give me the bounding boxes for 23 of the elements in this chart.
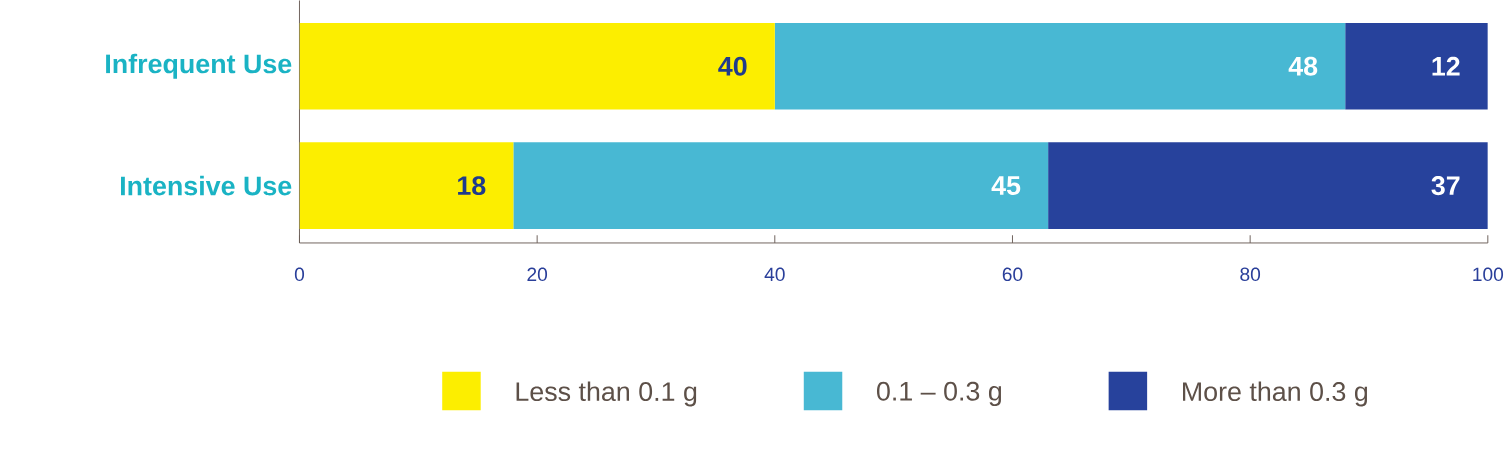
x-tick-label: 60 <box>1002 267 1023 282</box>
x-tick-label: 0 <box>294 267 305 282</box>
data-label: 48 <box>1288 56 1318 76</box>
x-tick-label: 100 <box>1473 267 1504 282</box>
legend-label: 0.1 – 0.3 g <box>877 381 1002 407</box>
x-tick-label: 80 <box>1240 267 1261 282</box>
legend-label: More than 0.3 g <box>1183 381 1368 407</box>
bar <box>1345 22 1488 110</box>
bar <box>774 22 1346 110</box>
data-label: 37 <box>1431 176 1460 196</box>
bar <box>299 22 775 110</box>
bar <box>1048 142 1488 230</box>
bar <box>299 142 514 230</box>
y-tick-label: Intensive Use <box>120 175 292 196</box>
data-label: 45 <box>991 176 1021 196</box>
x-tick-label: 40 <box>764 267 785 282</box>
bar <box>513 142 1049 230</box>
data-label: 40 <box>718 56 747 76</box>
y-tick-label: Infrequent Use <box>106 53 292 79</box>
data-label: 18 <box>458 176 486 196</box>
x-tick-label: 20 <box>527 267 548 282</box>
legend-label: Less than 0.1 g <box>516 381 697 407</box>
data-label: 12 <box>1432 56 1460 76</box>
